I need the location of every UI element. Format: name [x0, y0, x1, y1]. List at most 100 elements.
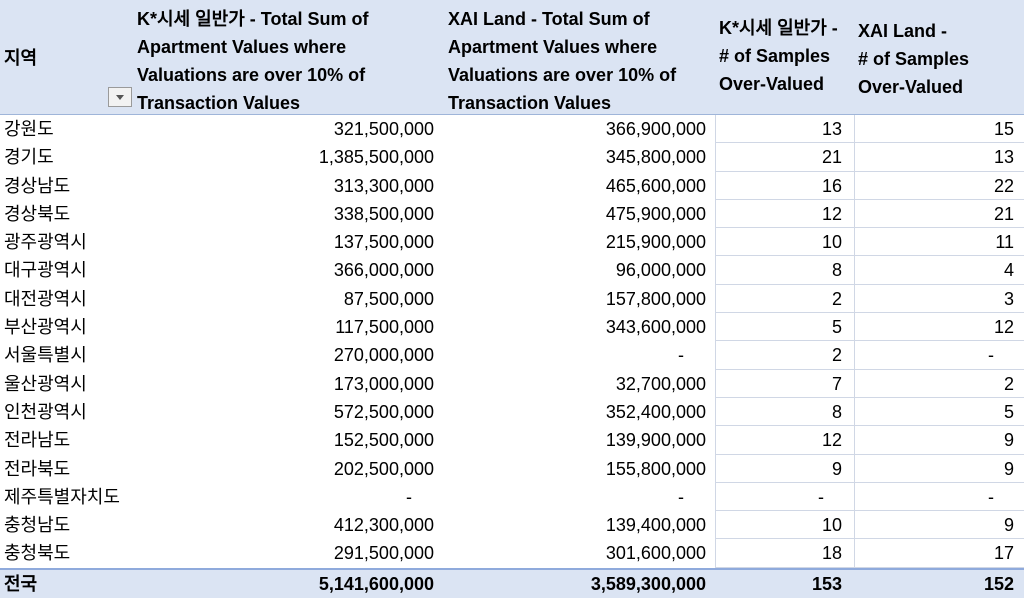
header-xai-sum-label: XAI Land - Total Sum of Apartment Values… — [448, 9, 677, 113]
row-k-count-cell[interactable]: 10 — [715, 228, 854, 257]
row-xai-sum-cell[interactable]: 157,800,000 — [605, 288, 706, 309]
row-region-cell[interactable]: 경상북도 — [4, 203, 71, 224]
row-k-count-cell[interactable]: 21 — [715, 143, 854, 172]
table-row: 전라북도 202,500,000 155,800,000 9 9 — [0, 454, 1024, 483]
table-row: 충청남도 412,300,000 139,400,000 10 9 — [0, 511, 1024, 540]
row-region-cell[interactable]: 경기도 — [4, 147, 54, 168]
row-region-cell[interactable]: 전라남도 — [4, 430, 71, 451]
row-xai-sum-cell[interactable]: 155,800,000 — [605, 458, 706, 479]
row-k-sum-cell[interactable]: 1,385,500,000 — [318, 147, 434, 168]
row-region-cell[interactable]: 전라북도 — [4, 458, 71, 479]
row-k-count-cell[interactable]: 12 — [715, 426, 854, 455]
row-xai-count-cell[interactable]: 13 — [854, 143, 1024, 172]
row-region-cell[interactable]: 충청남도 — [4, 515, 71, 536]
row-xai-count-cell[interactable]: - — [854, 341, 1024, 370]
row-region-cell[interactable]: 울산광역시 — [4, 373, 87, 394]
row-xai-sum-cell[interactable]: 352,400,000 — [605, 401, 706, 422]
row-region-cell[interactable]: 대구광역시 — [4, 260, 87, 281]
row-k-count-cell[interactable]: 10 — [715, 511, 854, 540]
row-xai-count-cell[interactable]: - — [854, 482, 1024, 512]
row-xai-count-cell[interactable]: 5 — [854, 397, 1024, 427]
table-row: 대전광역시 87,500,000 157,800,000 2 3 — [0, 284, 1024, 314]
table-row: 제주특별자치도 - - - - — [0, 482, 1024, 512]
row-k-sum-cell[interactable]: 87,500,000 — [343, 288, 434, 309]
table-row: 서울특별시 270,000,000-2- — [0, 341, 1024, 370]
row-k-count-cell[interactable]: 2 — [715, 284, 854, 314]
row-k-count-cell[interactable]: - — [715, 482, 854, 512]
row-k-sum-cell[interactable]: 270,000,000 — [333, 345, 434, 366]
row-xai-count-cell[interactable]: 12 — [854, 313, 1024, 342]
row-k-count-cell[interactable]: 5 — [715, 313, 854, 342]
row-xai-count-cell[interactable]: 3 — [854, 284, 1024, 314]
row-xai-sum-cell[interactable]: 343,600,000 — [605, 317, 706, 338]
row-k-sum-cell[interactable]: 152,500,000 — [333, 430, 434, 451]
grand-total-row: 전국 5,141,600,000 3,589,300,000 153 152 — [0, 568, 1024, 598]
table-row: 대구광역시 366,000,000 96,000,000 8 4 — [0, 256, 1024, 285]
row-region-cell[interactable]: 강원도 — [4, 119, 54, 139]
row-k-sum-cell[interactable]: 412,300,000 — [333, 515, 434, 536]
row-region-cell[interactable]: 인천광역시 — [4, 401, 87, 422]
row-k-sum-cell[interactable]: 366,000,000 — [333, 260, 434, 281]
row-k-count-cell[interactable]: 9 — [715, 454, 854, 483]
header-xai-count[interactable]: XAI Land - # of Samples Over-Valued — [858, 0, 1018, 115]
row-xai-count-cell[interactable]: 11 — [854, 228, 1024, 257]
header-region-label: 지역 — [4, 47, 38, 68]
table-row: 전라남도 152,500,000 139,900,000 12 9 — [0, 426, 1024, 455]
header-k-count[interactable]: K*시세 일반가 - # of Samples Over-Valued — [719, 0, 854, 115]
row-xai-sum-cell[interactable]: 475,900,000 — [605, 203, 706, 224]
row-k-count-cell[interactable]: 16 — [715, 171, 854, 200]
row-xai-sum-cell[interactable]: 301,600,000 — [605, 543, 706, 564]
row-xai-count-cell[interactable]: 2 — [854, 369, 1024, 398]
row-xai-sum-cell[interactable]: 139,400,000 — [605, 515, 706, 536]
row-xai-count-cell[interactable]: 9 — [854, 454, 1024, 483]
row-k-count-cell[interactable]: 7 — [715, 369, 854, 398]
row-xai-sum-cell[interactable]: 139,900,000 — [605, 430, 706, 451]
row-k-sum-cell[interactable]: 338,500,000 — [333, 203, 434, 224]
row-xai-sum-cell[interactable]: 366,900,000 — [605, 119, 706, 139]
row-k-sum-cell[interactable]: 137,500,000 — [333, 232, 434, 253]
row-k-count-cell[interactable]: 8 — [715, 397, 854, 427]
row-k-sum-cell[interactable]: 291,500,000 — [333, 543, 434, 564]
row-k-count-cell[interactable]: 8 — [715, 256, 854, 285]
row-k-sum-cell[interactable]: 202,500,000 — [333, 458, 434, 479]
row-k-sum-cell[interactable]: 173,000,000 — [333, 373, 434, 394]
header-region[interactable]: 지역 — [4, 0, 124, 115]
row-k-count-cell[interactable]: 18 — [715, 539, 854, 568]
row-xai-sum-cell[interactable]: 345,800,000 — [605, 147, 706, 168]
header-k-sum[interactable]: K*시세 일반가 - Total Sum of Apartment Values… — [137, 0, 437, 115]
row-xai-count-cell[interactable]: 21 — [854, 199, 1024, 229]
table-row: 광주광역시 137,500,000 215,900,000 10 11 — [0, 228, 1024, 257]
row-k-sum-cell[interactable]: - — [406, 486, 412, 507]
row-k-count-cell[interactable]: 13 — [715, 115, 854, 144]
row-k-sum-cell[interactable]: 572,500,000 — [333, 401, 434, 422]
header-xai-sum[interactable]: XAI Land - Total Sum of Apartment Values… — [448, 0, 713, 115]
row-region-cell[interactable]: 제주특별자치도 — [4, 486, 120, 507]
row-xai-sum-cell[interactable]: 32,700,000 — [615, 373, 706, 394]
row-region-cell[interactable]: 광주광역시 — [4, 232, 87, 253]
pivot-rows: 강원도 321,500,000 366,900,000 13 15 경기도 1,385,50… — [0, 115, 1024, 568]
row-xai-count-cell[interactable]: 15 — [854, 115, 1024, 144]
row-xai-count-cell[interactable]: 17 — [854, 539, 1024, 568]
row-region-cell[interactable]: 대전광역시 — [4, 288, 87, 309]
row-k-sum-cell[interactable]: 313,300,000 — [333, 175, 434, 196]
row-xai-count-cell[interactable]: 9 — [854, 511, 1024, 540]
row-xai-count-cell[interactable]: 22 — [854, 171, 1024, 200]
total-k-count: 153 — [811, 574, 842, 594]
row-xai-count-cell[interactable]: 9 — [854, 426, 1024, 455]
row-xai-count-cell[interactable]: 4 — [854, 256, 1024, 285]
row-xai-sum-cell[interactable]: - — [678, 345, 684, 366]
row-k-sum-cell[interactable]: 321,500,000 — [333, 119, 434, 139]
row-xai-sum-cell[interactable]: 96,000,000 — [615, 260, 706, 281]
row-xai-sum-cell[interactable]: 465,600,000 — [605, 175, 706, 196]
row-region-cell[interactable]: 부산광역시 — [4, 317, 87, 338]
row-k-sum-cell[interactable]: 117,500,000 — [335, 317, 434, 338]
row-k-count-cell[interactable]: 12 — [715, 199, 854, 229]
row-xai-sum-cell[interactable]: - — [678, 486, 684, 507]
row-region-cell[interactable]: 경상남도 — [4, 175, 71, 196]
row-region-cell[interactable]: 충청북도 — [4, 543, 71, 564]
row-xai-sum-cell[interactable]: 215,900,000 — [605, 232, 706, 253]
filter-dropdown-button[interactable] — [108, 87, 132, 107]
header-k-count-label: K*시세 일반가 - # of Samples Over-Valued — [719, 18, 838, 94]
row-k-count-cell[interactable]: 2 — [715, 341, 854, 370]
row-region-cell[interactable]: 서울특별시 — [4, 345, 87, 366]
